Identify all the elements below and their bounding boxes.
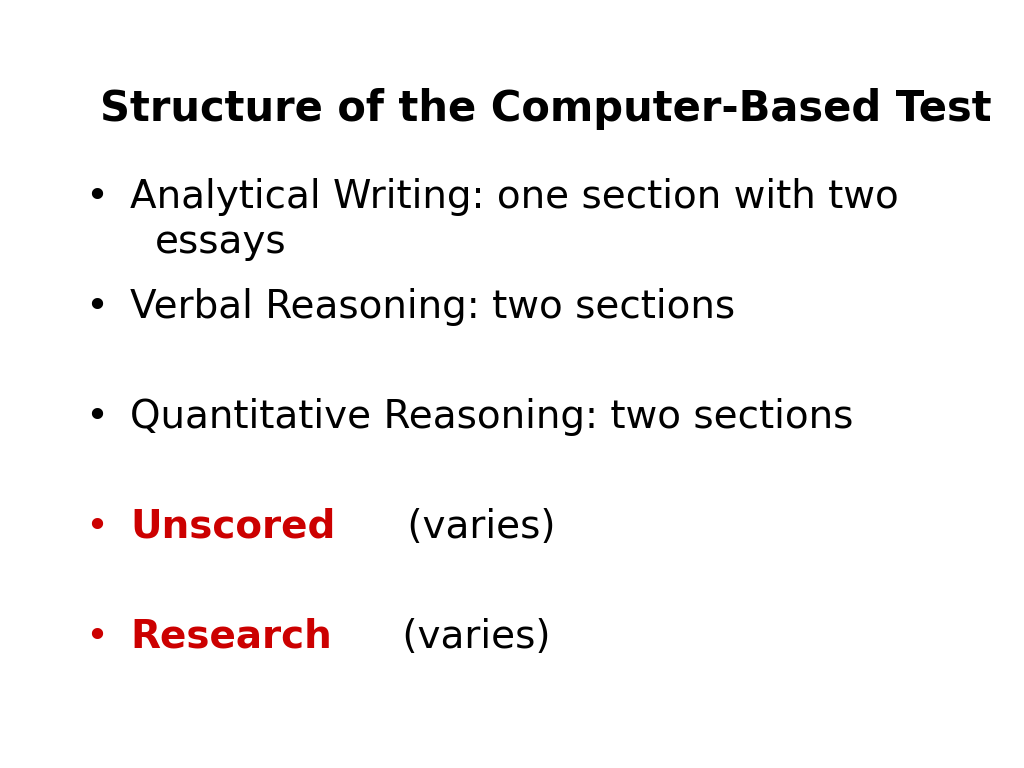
Text: •: • bbox=[85, 178, 108, 216]
Text: essays: essays bbox=[155, 223, 287, 261]
Text: (varies): (varies) bbox=[390, 618, 551, 656]
Text: Research: Research bbox=[130, 618, 332, 656]
Text: (varies): (varies) bbox=[395, 508, 555, 546]
Text: •: • bbox=[85, 618, 108, 656]
Text: Analytical Writing: one section with two: Analytical Writing: one section with two bbox=[130, 178, 899, 216]
Text: Unscored: Unscored bbox=[130, 508, 336, 546]
Text: •: • bbox=[85, 398, 108, 436]
Text: Verbal Reasoning: two sections: Verbal Reasoning: two sections bbox=[130, 288, 735, 326]
Text: Quantitative Reasoning: two sections: Quantitative Reasoning: two sections bbox=[130, 398, 853, 436]
Text: Structure of the Computer-Based Test: Structure of the Computer-Based Test bbox=[100, 88, 991, 130]
Text: •: • bbox=[85, 288, 108, 326]
Text: •: • bbox=[85, 508, 108, 546]
